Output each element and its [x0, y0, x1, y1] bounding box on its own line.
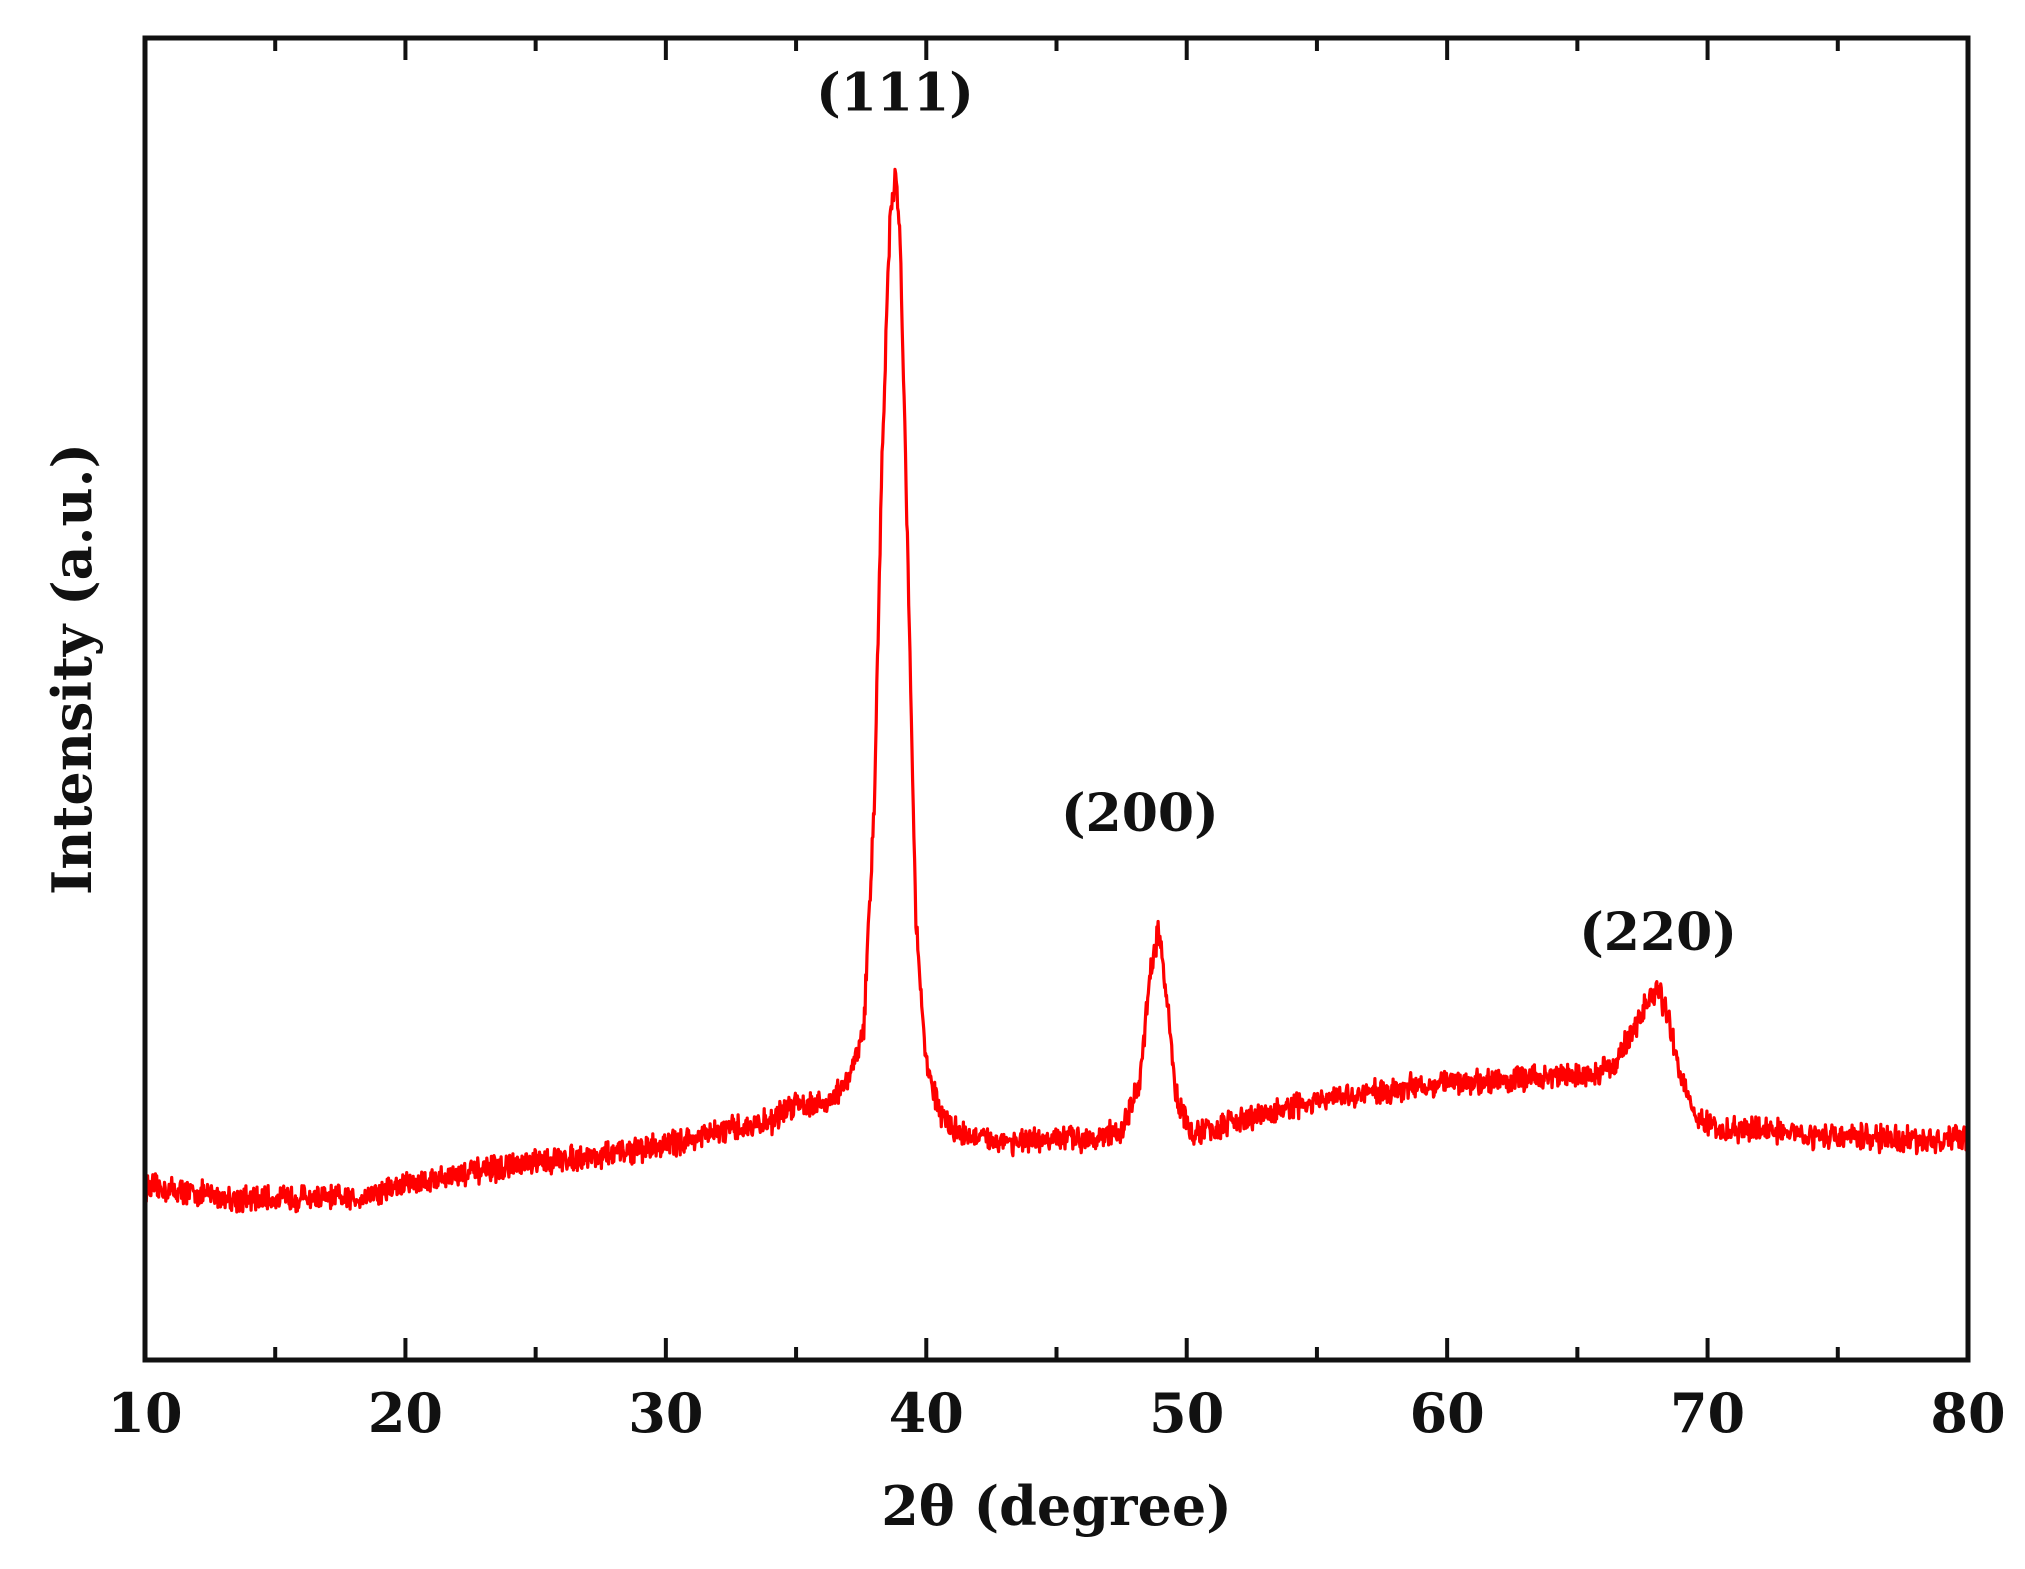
- axis-ticks: [143, 38, 1970, 1360]
- x-tick-label: 30: [628, 1381, 703, 1445]
- x-axis-title: 2θ (degree): [881, 1474, 1232, 1538]
- x-tick-label: 80: [1930, 1381, 2005, 1445]
- x-tick-label: 60: [1410, 1381, 1485, 1445]
- x-tick-label: 70: [1670, 1381, 1745, 1445]
- peak-annotations: (111) (200) (220): [816, 63, 1737, 963]
- series-layer: [143, 167, 1970, 1214]
- x-tick-labels: 10 20 30 40 50 60 70 80: [107, 1381, 2005, 1445]
- x-tick-label: 10: [107, 1381, 182, 1445]
- y-axis-title: Intensity (a.u.): [40, 443, 104, 895]
- series-line: [143, 167, 1970, 1214]
- peak-label: (111): [816, 63, 974, 124]
- peak-label: (220): [1579, 902, 1737, 963]
- x-tick-label: 50: [1149, 1381, 1224, 1445]
- peak-label: (200): [1061, 783, 1219, 844]
- x-tick-label: 40: [889, 1381, 964, 1445]
- x-tick-label: 20: [368, 1381, 443, 1445]
- plot-frame: [142, 35, 1971, 1363]
